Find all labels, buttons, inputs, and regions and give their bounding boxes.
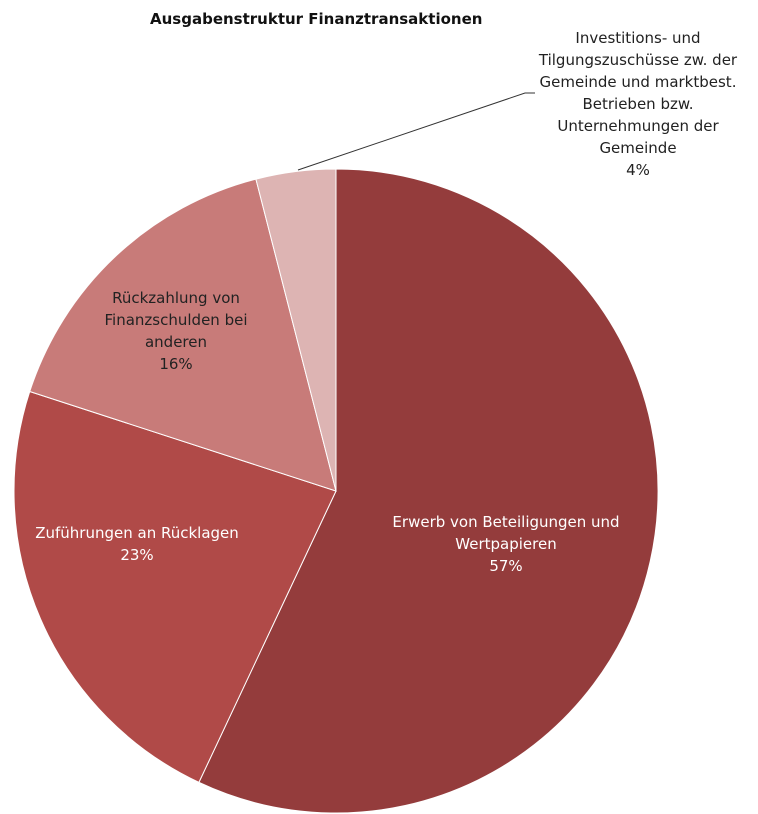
- chart-title: Ausgabenstruktur Finanztransaktionen: [150, 10, 483, 28]
- category-name: Zuführungen an Rücklagen: [35, 524, 239, 542]
- percent-label: 57%: [489, 557, 523, 575]
- pie-slice: [255, 168, 337, 492]
- slice-label: Investitions- und Tilgungszuschüsse zw. …: [531, 27, 746, 181]
- percent-label: 4%: [626, 161, 650, 179]
- pie-slice: [13, 390, 337, 784]
- pie-slice: [198, 168, 659, 814]
- pie-slice: [29, 178, 337, 492]
- slice-label: Zuführungen an Rücklagen 23%: [7, 522, 267, 566]
- percent-label: 16%: [159, 355, 193, 373]
- category-name: Erwerb von Beteiligungen und Wertpapiere…: [392, 513, 620, 553]
- category-name: Rückzahlung von Finanzschulden bei ander…: [104, 289, 248, 351]
- slice-label: Rückzahlung von Finanzschulden bei ander…: [91, 287, 261, 375]
- category-name: Investitions- und Tilgungszuschüsse zw. …: [538, 29, 738, 157]
- percent-label: 23%: [120, 546, 154, 564]
- leader-line: [297, 92, 535, 171]
- slice-label: Erwerb von Beteiligungen und Wertpapiere…: [376, 511, 636, 577]
